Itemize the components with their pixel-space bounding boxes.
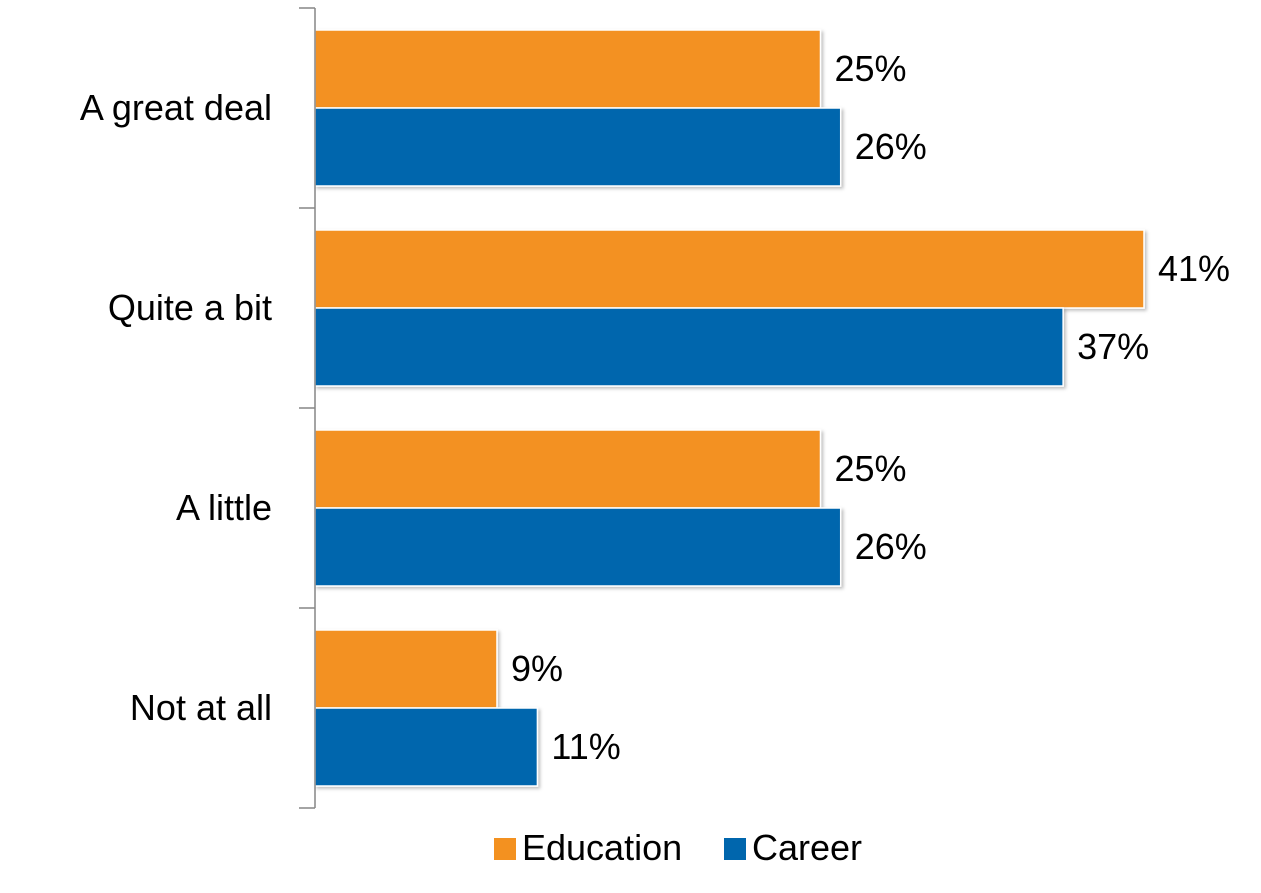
category-label-a-little: A little <box>176 487 272 528</box>
legend-swatch-career <box>724 838 746 860</box>
legend-label-education: Education <box>522 827 682 868</box>
labels-layer: A great deal 25% 26% Quite a bit 41%37% A lit… <box>80 48 1230 767</box>
bar-career-quite-a-bit <box>314 307 1064 387</box>
category-label-a-great-deal: A great deal <box>80 87 272 128</box>
data-label-education-quite-a-bit: 41% <box>1158 248 1230 289</box>
bar-education-not-at-all <box>314 629 498 709</box>
bar-education-quite-a-bit <box>314 229 1145 309</box>
data-label-career-a-great-deal: 26% <box>855 126 927 167</box>
category-axis <box>299 7 316 809</box>
data-label-education-a-little: 25% <box>834 448 906 489</box>
legend-label-career: Career <box>752 827 862 868</box>
data-label-career-not-at-all: 11% <box>551 726 620 767</box>
bar-career-a-great-deal <box>314 107 842 187</box>
data-label-education-a-great-deal: 25% <box>834 48 906 89</box>
legend: Education Career <box>494 827 862 868</box>
data-label-education-not-at-all: 9% <box>511 648 563 689</box>
bar-career-not-at-all <box>314 707 539 787</box>
legend-swatch-education <box>494 838 516 860</box>
bars-layer <box>314 29 1145 787</box>
data-label-career-quite-a-bit: 37% <box>1077 326 1149 367</box>
bar-career-a-little <box>314 507 842 587</box>
bar-education-a-great-deal <box>314 29 822 109</box>
category-label-not-at-all: Not at all <box>130 687 272 728</box>
category-label-quite-a-bit: Quite a bit <box>108 287 272 328</box>
bar-education-a-little <box>314 429 822 509</box>
data-label-career-a-little: 26% <box>855 526 927 567</box>
